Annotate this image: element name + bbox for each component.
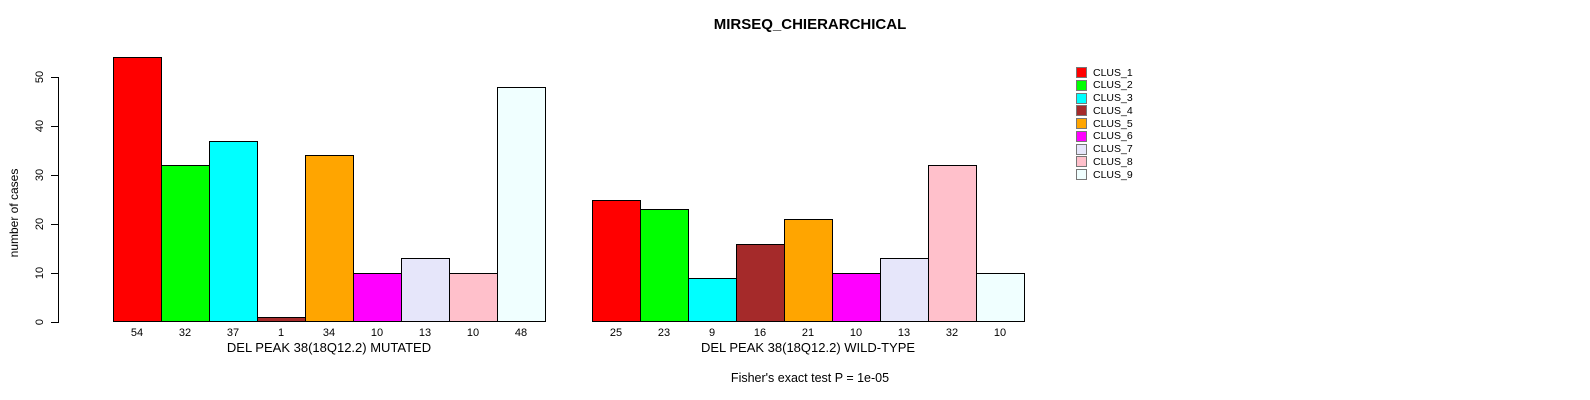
legend-label: CLUS_2 — [1093, 79, 1133, 92]
legend-item-clus_7: CLUS_7 — [1076, 143, 1133, 156]
bar-clus_2-group0 — [161, 165, 210, 322]
legend-swatch-icon — [1076, 92, 1087, 104]
bar-value-label: 54 — [130, 327, 144, 339]
chart-title: MIRSEQ_CHIERARCHICAL — [713, 16, 907, 33]
bar-clus_8-group0 — [449, 273, 498, 322]
y-tick — [51, 126, 58, 127]
legend-label: CLUS_8 — [1093, 155, 1133, 168]
legend-item-clus_5: CLUS_5 — [1076, 117, 1133, 130]
y-tick — [51, 224, 58, 225]
bar-clus_3-group1 — [688, 277, 737, 322]
y-tick — [51, 322, 58, 323]
bar-clus_3-group0 — [209, 140, 258, 322]
y-tick-label: 50 — [34, 70, 46, 84]
bar-value-label: 10 — [466, 327, 480, 339]
y-tick — [51, 175, 58, 176]
bar-clus_6-group0 — [353, 273, 402, 322]
legend-label: CLUS_6 — [1093, 130, 1133, 143]
bar-value-label: 16 — [753, 327, 767, 339]
bar-clus_7-group1 — [880, 258, 929, 322]
legend-item-clus_3: CLUS_3 — [1076, 92, 1133, 105]
bar-value-label: 25 — [609, 327, 623, 339]
bar-clus_2-group1 — [640, 209, 689, 322]
legend-swatch-icon — [1076, 105, 1087, 117]
legend-item-clus_6: CLUS_6 — [1076, 130, 1133, 143]
bar-value-label: 10 — [993, 327, 1007, 339]
legend-item-clus_4: CLUS_4 — [1076, 104, 1133, 117]
legend-swatch-icon — [1076, 67, 1087, 78]
legend-swatch-icon — [1076, 79, 1087, 91]
legend-item-clus_2: CLUS_2 — [1076, 79, 1133, 92]
y-axis-label: number of cases — [7, 168, 21, 258]
y-tick — [51, 273, 58, 274]
legend-swatch-icon — [1076, 143, 1087, 155]
bar-value-label: 48 — [514, 327, 528, 339]
legend-item-clus_1: CLUS_1 — [1076, 66, 1133, 79]
bar-value-label: 13 — [897, 327, 911, 339]
bar-value-label: 37 — [226, 327, 240, 339]
legend-swatch-icon — [1076, 130, 1087, 142]
legend-item-clus_9: CLUS_9 — [1076, 168, 1133, 181]
bar-clus_8-group1 — [928, 165, 977, 322]
y-tick-label: 0 — [34, 318, 46, 326]
bar-value-label: 9 — [708, 327, 716, 339]
y-tick-label: 40 — [34, 119, 46, 133]
bar-value-label: 23 — [657, 327, 671, 339]
bar-value-label: 10 — [849, 327, 863, 339]
legend-label: CLUS_5 — [1093, 117, 1133, 130]
y-tick-label: 20 — [34, 217, 46, 231]
y-tick-label: 10 — [34, 266, 46, 280]
bar-value-label: 32 — [178, 327, 192, 339]
legend-item-clus_8: CLUS_8 — [1076, 155, 1133, 168]
legend-label: CLUS_7 — [1093, 143, 1133, 155]
x-axis-label-wildtype: DEL PEAK 38(18Q12.2) WILD-TYPE — [700, 340, 916, 355]
y-tick-label: 30 — [34, 168, 46, 182]
legend-label: CLUS_3 — [1093, 92, 1133, 104]
bar-value-label: 13 — [418, 327, 432, 339]
bar-value-label: 34 — [322, 327, 336, 339]
bar-clus_4-group1 — [736, 243, 785, 322]
legend-swatch-icon — [1076, 118, 1087, 129]
bar-clus_1-group0 — [113, 57, 162, 322]
legend-label: CLUS_9 — [1093, 168, 1133, 181]
legend-label: CLUS_1 — [1093, 66, 1133, 79]
legend-swatch-icon — [1076, 169, 1087, 180]
bar-clus_6-group1 — [832, 273, 881, 322]
y-axis-line — [58, 77, 59, 323]
bar-clus_9-group0 — [497, 86, 546, 322]
bar-clus_7-group0 — [401, 258, 450, 322]
legend-swatch-icon — [1076, 156, 1087, 168]
legend-label: CLUS_4 — [1093, 104, 1133, 117]
bar-clus_1-group1 — [592, 199, 641, 322]
bar-value-label: 21 — [801, 327, 815, 339]
bar-clus_5-group0 — [305, 155, 354, 322]
bar-value-label: 10 — [370, 327, 384, 339]
x-axis-label-mutated: DEL PEAK 38(18Q12.2) MUTATED — [226, 340, 432, 355]
bar-clus_5-group1 — [784, 219, 833, 322]
bar-clus_4-group0 — [257, 317, 306, 322]
bar-value-label: 1 — [277, 327, 285, 339]
footnote: Fisher's exact test P = 1e-05 — [730, 371, 890, 385]
bar-clus_9-group1 — [976, 273, 1025, 322]
y-tick — [51, 77, 58, 78]
bar-value-label: 32 — [945, 327, 959, 339]
